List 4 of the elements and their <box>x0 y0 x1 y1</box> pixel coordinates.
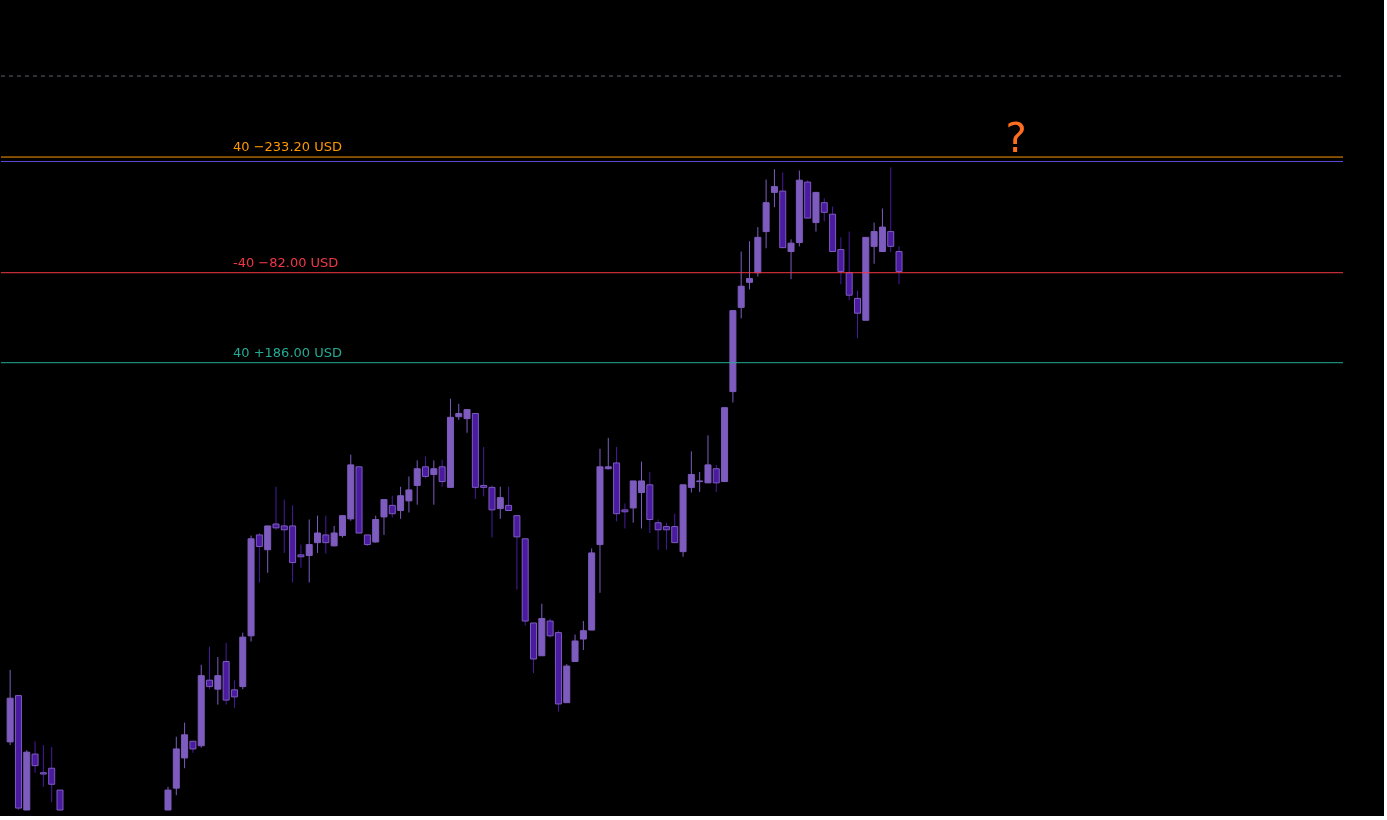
ref-line-label: 40 −233.20 USD <box>233 139 342 155</box>
ref-line-label: 40 +186.00 USD <box>233 344 342 360</box>
ref-line-label: -40 −82.00 USD <box>233 254 339 270</box>
text: ? <box>1005 115 1027 161</box>
